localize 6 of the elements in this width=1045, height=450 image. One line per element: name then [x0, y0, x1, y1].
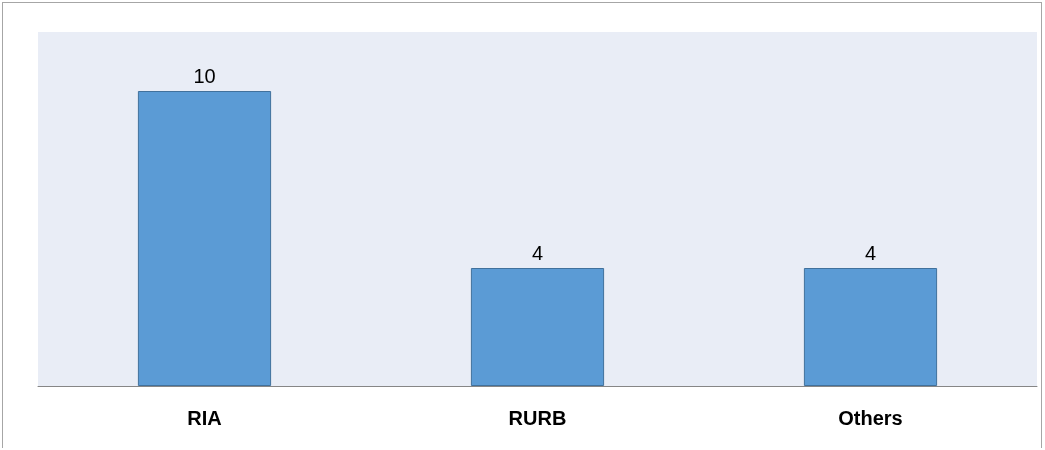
data-label: 4	[531, 242, 544, 264]
x-tick-label: RURB	[508, 407, 567, 429]
data-label: 10	[193, 65, 216, 87]
x-tick-label: Others	[838, 407, 903, 429]
data-label: 4	[864, 242, 877, 264]
x-tick-label: RIA	[187, 407, 222, 429]
